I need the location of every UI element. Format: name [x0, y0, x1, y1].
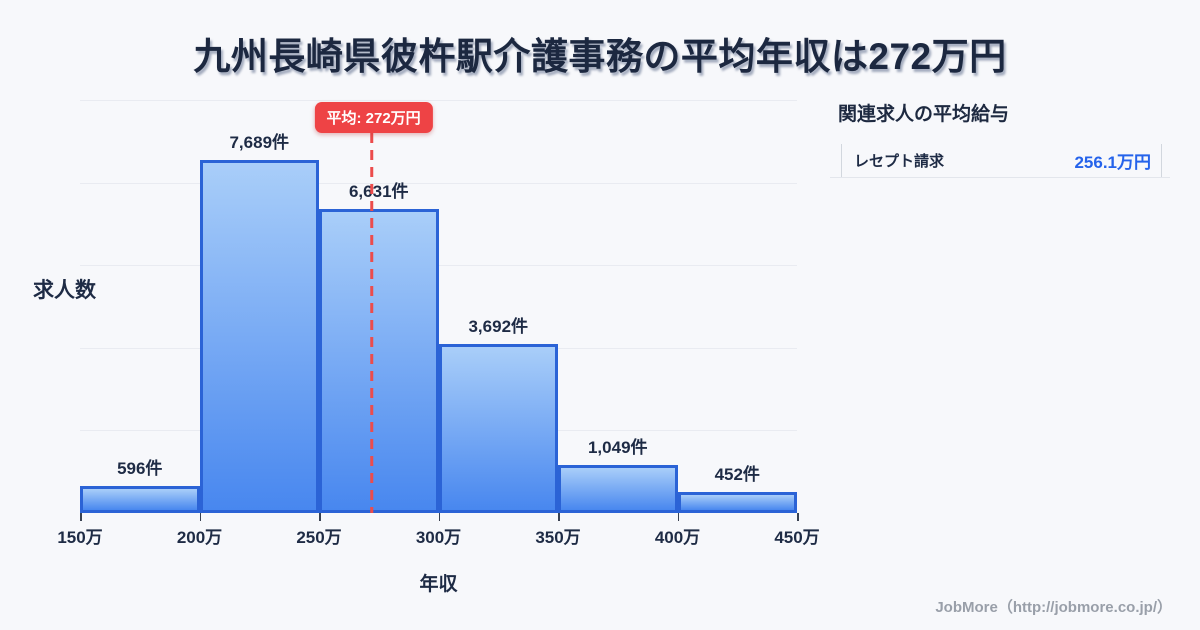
x-axis-tick [80, 513, 82, 521]
y-axis-label: 求人数 [33, 279, 96, 302]
histogram-bar [558, 464, 678, 513]
mean-badge: 平均: 272万円 [314, 102, 433, 133]
x-axis-tick [319, 513, 321, 521]
gridline [80, 182, 797, 184]
x-axis-label: 年収 [419, 574, 458, 595]
gridline [80, 265, 797, 267]
x-axis-tick-label: 400万 [654, 528, 701, 547]
mean-dashed-line [369, 133, 374, 513]
x-axis-tick [797, 513, 799, 521]
x-axis-tick-label: 450万 [774, 528, 820, 547]
bar-value-label: 3,692件 [468, 316, 529, 336]
x-axis-tick-label: 300万 [415, 528, 462, 547]
x-axis-tick [438, 513, 440, 521]
histogram-bar [319, 208, 439, 513]
related-jobs-list: レセプト請求 256.1万円 [830, 144, 1170, 178]
side-panel-title: 関連求人の平均給与 [838, 104, 1010, 125]
x-axis-tick-label: 250万 [296, 528, 342, 547]
related-job-label: レセプト請求 [854, 153, 945, 170]
related-job-salary: 256.1万円 [1074, 153, 1151, 172]
related-job-row: レセプト請求 256.1万円 [841, 144, 1162, 177]
gridline [80, 100, 797, 101]
bar-value-label: 6,631件 [348, 181, 409, 201]
histogram-bar [80, 485, 200, 513]
bar-value-label: 596件 [117, 458, 163, 478]
x-axis-tick-label: 350万 [535, 528, 581, 547]
x-axis-tick-label: 200万 [176, 528, 223, 547]
x-axis-tick-label: 150万 [57, 528, 103, 547]
histogram-bar [438, 343, 558, 513]
bar-value-label: 1,049件 [587, 437, 648, 457]
x-axis-tick [558, 513, 560, 521]
bar-value-label: 452件 [714, 465, 760, 485]
x-axis-tick [677, 513, 679, 521]
watermark-credit: JobMore（http://jobmore.co.jp/） [935, 599, 1172, 616]
histogram-bar [199, 160, 319, 513]
bar-value-label: 7,689件 [229, 133, 290, 153]
plot-area: 596件 7,689件 6,631件 3,692件 1,049件 452件 150万 200万… [57, 100, 820, 547]
histogram-bar [677, 492, 797, 513]
x-axis-tick [199, 513, 201, 521]
page-title: 九州長崎県彼杵駅介護事務の平均年収は272万円 [193, 36, 1007, 77]
